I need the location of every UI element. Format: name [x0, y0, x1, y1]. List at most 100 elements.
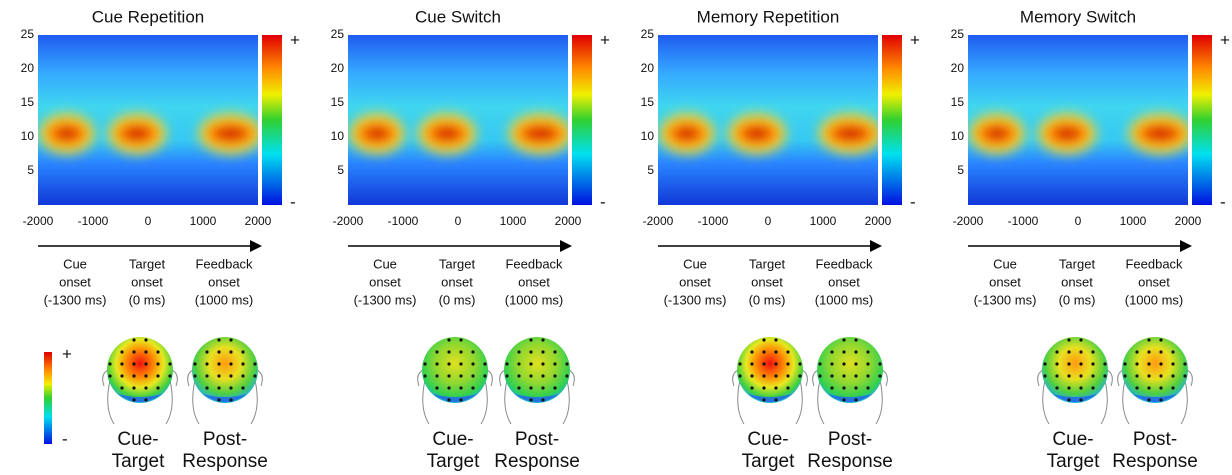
electrode: [842, 350, 845, 353]
topo-label: Cue-: [1052, 429, 1093, 450]
band-core: [525, 127, 556, 141]
alpha-band: [660, 114, 883, 154]
electrode: [193, 374, 196, 377]
event-label: onset: [679, 274, 711, 289]
electrode: [842, 386, 845, 389]
chart-title: Cue Repetition: [92, 7, 204, 26]
topo-label: Target: [112, 451, 166, 472]
event-label: onset: [828, 274, 860, 289]
arrow-head: [560, 240, 572, 252]
electrode: [459, 374, 462, 377]
x-tick-label: 2000: [245, 214, 272, 228]
event-label: onset: [369, 274, 401, 289]
band-core: [1145, 127, 1176, 141]
electrode: [1171, 362, 1174, 365]
electrode: [842, 374, 845, 377]
band-core: [434, 127, 460, 141]
topo-label: Response: [807, 451, 893, 472]
event-label: (0 ms): [1059, 292, 1096, 307]
electrode: [854, 374, 857, 377]
topo-label: Post-: [203, 429, 247, 450]
topo-label: Cue-: [117, 429, 158, 450]
electrode: [854, 338, 857, 341]
electrode: [842, 362, 845, 365]
electrode: [459, 386, 462, 389]
topomap: [418, 337, 493, 424]
electrode: [762, 386, 765, 389]
electrode: [529, 386, 532, 389]
head: [504, 337, 570, 403]
electrode: [483, 374, 486, 377]
event-label: onset: [989, 274, 1021, 289]
electrode: [762, 362, 765, 365]
cbar: [882, 35, 902, 205]
topo-label: Target: [427, 451, 481, 472]
electrode: [517, 362, 520, 365]
y-tick-label: 15: [641, 95, 655, 109]
electrode: [1079, 398, 1082, 401]
topo-label: Target: [1047, 451, 1101, 472]
head: [422, 337, 488, 403]
x-tick-label: 1000: [810, 214, 837, 228]
event-label: (-1300 ms): [974, 292, 1037, 307]
band-core: [835, 127, 866, 141]
electrode: [217, 350, 220, 353]
electrode: [866, 362, 869, 365]
electrode: [762, 374, 765, 377]
electrode: [1123, 374, 1126, 377]
chart-title: Cue Switch: [415, 7, 501, 26]
electrode: [786, 362, 789, 365]
electrode: [541, 386, 544, 389]
electrode: [1067, 386, 1070, 389]
electrode: [459, 398, 462, 401]
electrode: [553, 362, 556, 365]
y-tick-label: 5: [27, 163, 34, 177]
electrode: [229, 386, 232, 389]
x-tick-label: 2000: [1175, 214, 1202, 228]
electrode: [565, 374, 568, 377]
x-tick-label: 2000: [555, 214, 582, 228]
x-tick-label: 2000: [865, 214, 892, 228]
electrode: [774, 362, 777, 365]
cbar-label: +: [910, 30, 920, 49]
electrode: [1055, 374, 1058, 377]
head: [1042, 337, 1108, 403]
electrode: [1091, 386, 1094, 389]
electrode: [1171, 386, 1174, 389]
x-tick-label: 1000: [190, 214, 217, 228]
event-label: Feedback: [195, 256, 253, 271]
y-tick-label: 10: [641, 129, 655, 143]
chart-title: Memory Repetition: [697, 7, 840, 26]
electrode: [156, 386, 159, 389]
alpha-band: [40, 114, 263, 154]
electrode: [786, 386, 789, 389]
cbar-label: -: [1220, 192, 1226, 211]
electrode: [447, 350, 450, 353]
event-label: Feedback: [815, 256, 873, 271]
electrode: [762, 398, 765, 401]
electrode: [144, 398, 147, 401]
x-tick-label: -1000: [1008, 214, 1039, 228]
electrode: [120, 362, 123, 365]
electrode: [193, 362, 196, 365]
figure: Cue Repetition+-510152025-2000-100001000…: [0, 0, 1232, 475]
electrode: [1079, 350, 1082, 353]
y-tick-label: 20: [331, 61, 345, 75]
electrode: [229, 338, 232, 341]
electrode: [1067, 374, 1070, 377]
x-tick-label: 1000: [1120, 214, 1147, 228]
electrode: [866, 350, 869, 353]
y-tick-label: 15: [331, 95, 345, 109]
y-tick-label: 25: [331, 27, 345, 41]
electrode: [459, 350, 462, 353]
arrow-head: [1180, 240, 1192, 252]
electrode: [878, 374, 881, 377]
x-tick-label: -2000: [953, 214, 984, 228]
electrode: [217, 338, 220, 341]
electrode: [854, 398, 857, 401]
electrode: [854, 350, 857, 353]
electrode: [1055, 362, 1058, 365]
electrode: [798, 374, 801, 377]
electrode: [205, 386, 208, 389]
arrow-head: [870, 240, 882, 252]
